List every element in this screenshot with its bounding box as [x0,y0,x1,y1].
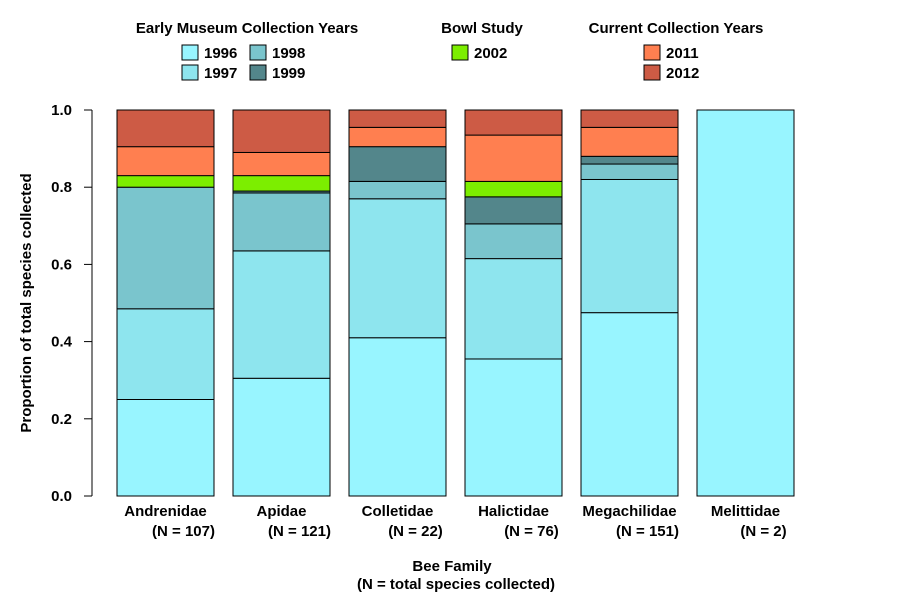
bar-segment-2011 [348,126,447,148]
bar-segment-1997 [348,198,447,339]
bar-stack-halictidae [464,109,563,497]
bar-segment-1996 [464,358,563,497]
legend-group-title-current: Current Collection Years [589,20,764,37]
bar-segment-1996 [232,377,331,497]
bar-stack-andrenidae [116,109,215,497]
x-tick-n-label: (N = 107) [152,523,215,540]
bar-segment-1999 [464,196,563,225]
legend-label: 2011 [666,45,699,62]
bar-segment-1999 [348,146,447,182]
bars [116,109,795,497]
y-tick-label: 0.4 [51,334,73,351]
bar-segment-1998 [580,163,679,180]
x-tick-label: Andrenidae [124,503,207,520]
bar-segment-1996 [116,399,215,497]
legend-entry-2002: 2002 [451,44,507,62]
legend-entry-1998: 1998 [249,44,305,62]
y-tick-label: 0.0 [51,488,72,505]
y-axis: 0.0 0.2 0.4 0.6 0.8 1.0 [51,102,93,505]
y-tick-label: 0.2 [51,411,72,428]
x-tick-n-label: (N = 2) [740,523,786,540]
legend-label: 1999 [272,65,305,82]
legend-entry-1996: 1996 [181,44,237,62]
legend-label: 1997 [204,65,237,82]
x-tick-label: Halictidae [478,503,549,520]
legend-entry-1999: 1999 [249,64,305,82]
bar-segment-1998 [116,186,215,310]
bar-segment-1998 [232,192,331,252]
x-tick-n-label: (N = 76) [504,523,559,540]
legend-swatch [249,44,267,61]
legend-swatch [451,44,469,61]
x-tick-label: Colletidae [362,503,434,520]
bar-segment-2012 [464,109,563,136]
y-axis-label: Proportion of total species collected [18,173,35,432]
x-axis-label: Bee Family [412,558,492,575]
bar-stack-megachilidae [580,109,679,497]
legend-label: 2002 [474,45,507,62]
bar-segment-1996 [580,312,679,497]
bar-segment-2002 [116,175,215,188]
bar-segment-2012 [232,109,331,153]
y-tick-label: 1.0 [51,102,72,119]
bar-segment-2002 [464,180,563,198]
legend-label: 1996 [204,45,237,62]
x-tick-n-label: (N = 121) [268,523,331,540]
bar-segment-1997 [232,250,331,379]
x-tick-n-label: (N = 151) [616,523,679,540]
legend-entry-2011: 2011 [643,44,699,62]
bar-segment-1998 [348,180,447,200]
legend: 1996 1997 1998 1999 2002 2011 2012 [181,44,699,82]
bar-segment-1999 [580,155,679,165]
x-axis-label-sub: (N = total species collected) [357,576,555,593]
x-axis-labels: Andrenidae (N = 107) Apidae (N = 121) Collet… [124,503,786,540]
legend-group-title-bowl: Bowl Study [441,20,523,37]
bar-stack-melittidae [696,109,795,497]
bar-segment-1997 [580,178,679,314]
bar-segment-1998 [464,223,563,260]
bar-stack-apidae [232,109,331,497]
legend-swatch [643,64,661,81]
legend-entry-1997: 1997 [181,64,237,82]
bar-segment-2002 [232,175,331,192]
x-tick-label: Apidae [256,503,306,520]
legend-swatch [643,44,661,61]
bar-stack-colletidae [348,109,447,497]
x-tick-n-label: (N = 22) [388,523,443,540]
bar-segment-2012 [580,109,679,128]
x-tick-label: Megachilidae [582,503,676,520]
legend-group-title-early: Early Museum Collection Years [136,20,358,37]
bar-segment-2011 [580,126,679,157]
legend-swatch [249,64,267,81]
legend-entry-2012: 2012 [643,64,699,82]
bar-segment-2011 [232,151,331,177]
bar-segment-2011 [464,134,563,182]
bar-segment-1997 [116,308,215,401]
x-tick-label: Melittidae [711,503,780,520]
bar-segment-1996 [696,109,795,497]
legend-label: 2012 [666,65,699,82]
bar-segment-2012 [116,109,215,148]
legend-swatch [181,64,199,81]
bar-segment-2012 [348,109,447,128]
bar-segment-1996 [348,337,447,497]
bar-segment-2011 [116,146,215,177]
y-tick-label: 0.8 [51,179,72,196]
legend-swatch [181,44,199,61]
bar-segment-1997 [464,258,563,360]
legend-label: 1998 [272,45,305,62]
y-tick-label: 0.6 [51,256,72,273]
